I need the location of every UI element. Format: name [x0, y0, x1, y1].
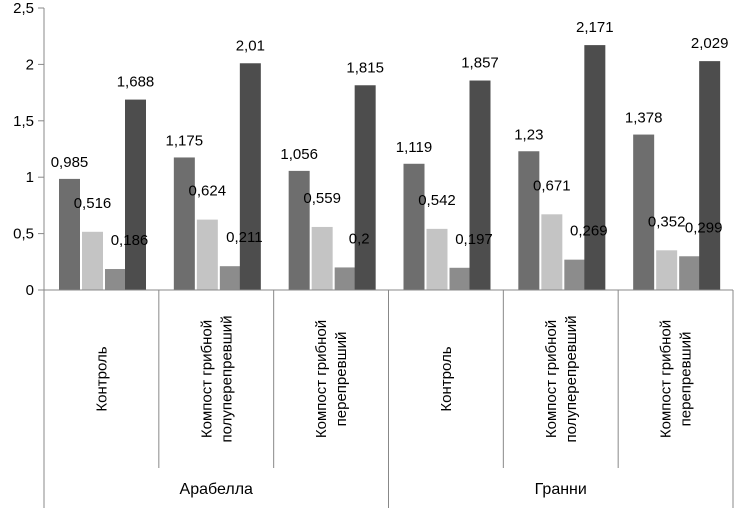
category-label: Компост грибной перепревший [658, 320, 695, 438]
bar [288, 170, 310, 290]
data-label: 1,175 [166, 132, 204, 149]
y-tick-label: 1,5 [13, 113, 34, 130]
category-label-line: Компост грибной [658, 320, 675, 438]
category-label: Контроль [93, 346, 110, 411]
data-label: 1,857 [461, 55, 499, 72]
y-axis: 0 0,5 1 1,5 2 2,5 [13, 0, 45, 299]
data-label: 0,211 [226, 229, 262, 246]
data-label: 0,352 [648, 213, 686, 230]
category-label-line: перепревший [678, 332, 695, 427]
category-label-line: Компост грибной [543, 320, 560, 438]
data-label: 0,2 [349, 230, 370, 247]
data-labels: 0,985 1,175 1,056 1,119 1,23 1,378 0,516 0,624 0… [51, 19, 729, 249]
bar [105, 269, 126, 290]
bar [426, 228, 448, 290]
data-label: 0,299 [685, 219, 723, 236]
category-label: Компост грибной перепревший [313, 320, 350, 438]
data-label: 0,269 [570, 223, 608, 240]
data-label: 0,186 [111, 232, 149, 249]
category-label: Компост грибной полуперепревший [198, 315, 235, 442]
group-label: Гранни [535, 481, 587, 498]
bar [656, 250, 678, 290]
data-label: 2,01 [236, 37, 265, 54]
bars [59, 45, 721, 291]
bar [564, 259, 586, 290]
y-tick-label: 0,5 [13, 226, 34, 243]
bar [311, 226, 333, 290]
data-label: 1,056 [280, 146, 318, 163]
bar [219, 266, 241, 290]
y-tick-label: 0 [26, 282, 34, 299]
y-tick-label: 1 [26, 169, 34, 186]
x-axis: Контроль Компост грибной полуперепревший Ко… [43, 289, 734, 508]
category-label-line: полуперепревший [563, 315, 580, 442]
category-label-line: полуперепревший [218, 315, 235, 442]
data-label: 1,815 [346, 59, 384, 76]
bar [334, 267, 356, 290]
bar [173, 157, 195, 290]
bar [239, 63, 261, 290]
data-label: 0,671 [533, 177, 571, 194]
data-label: 0,624 [189, 183, 227, 200]
y-tick-label: 2,5 [13, 0, 34, 17]
data-label: 0,197 [455, 231, 493, 248]
data-label: 1,23 [514, 126, 543, 143]
data-label: 0,559 [303, 190, 341, 207]
category-label-line: Контроль [438, 346, 455, 411]
group-label: Арабелла [180, 481, 253, 498]
category-label: Компост грибной полуперепревший [543, 315, 580, 442]
category-label-line: Компост грибной [313, 320, 330, 438]
bar [679, 256, 701, 290]
bar [518, 151, 540, 290]
category-label-line: Компост грибной [198, 320, 215, 438]
category-label: Контроль [438, 346, 455, 411]
category-label-line: Контроль [93, 346, 110, 411]
bar [469, 80, 491, 291]
bar [699, 61, 721, 290]
data-label: 1,378 [625, 110, 663, 127]
data-label: 2,029 [691, 35, 729, 52]
data-label: 0,516 [74, 195, 112, 212]
bar [403, 163, 425, 290]
bar [59, 178, 80, 290]
bar [449, 267, 471, 290]
category-label-line: перепревший [333, 332, 350, 427]
bar [584, 45, 606, 290]
bar [354, 85, 376, 290]
data-label: 0,542 [418, 192, 456, 209]
bar [633, 134, 655, 290]
bar [125, 99, 146, 290]
bar [82, 231, 103, 290]
data-label: 2,171 [576, 19, 614, 36]
bar [196, 219, 218, 290]
data-label: 1,119 [396, 139, 432, 156]
bar [541, 214, 563, 290]
data-label: 1,688 [117, 74, 155, 91]
y-tick-label: 2 [26, 56, 34, 73]
data-label: 0,985 [51, 154, 89, 171]
